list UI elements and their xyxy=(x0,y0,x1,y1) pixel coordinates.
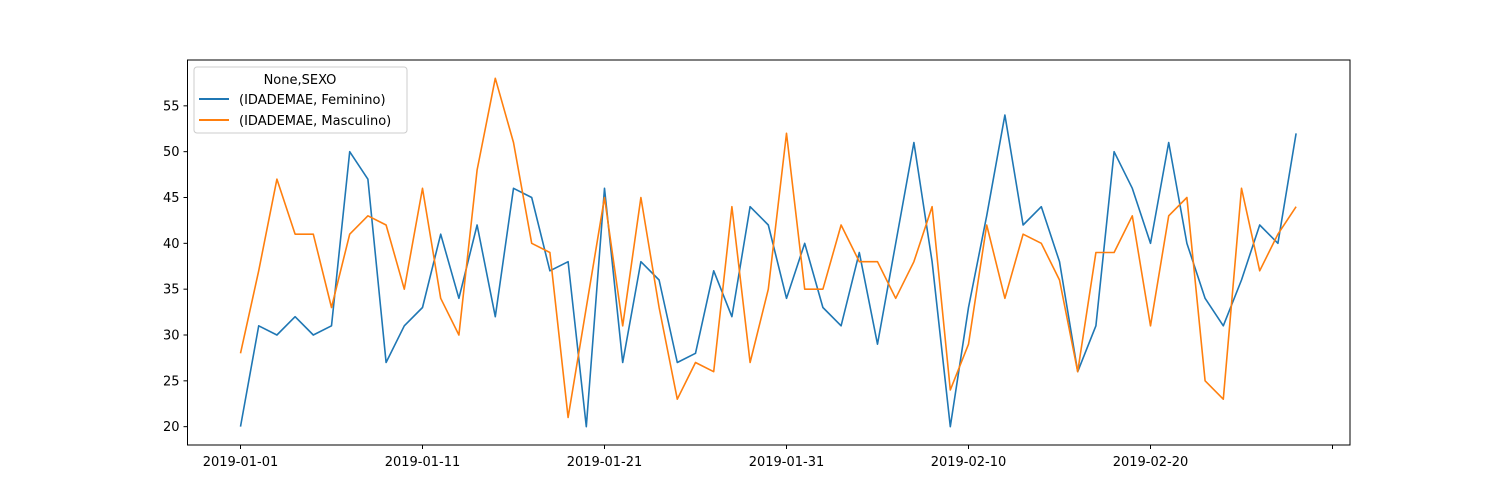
y-axis: 20 25 30 35 40 45 50 55 xyxy=(163,99,188,435)
legend-box xyxy=(193,66,408,134)
x-tick-label: 2019-02-10 xyxy=(931,455,1007,470)
y-tick-label: 40 xyxy=(163,237,180,252)
series-line-masculino xyxy=(239,77,1297,419)
x-tick-label: 2019-01-31 xyxy=(749,455,825,470)
x-tick-label: 2019-01-21 xyxy=(567,455,643,470)
x-tick-label: 2019-02-20 xyxy=(1113,455,1189,470)
x-tick-label: 2019-01-11 xyxy=(385,455,461,470)
legend-label-masculino: (IDADEMAE, Masculino) xyxy=(239,114,391,129)
y-tick-label: 50 xyxy=(163,145,180,160)
series-line-feminino xyxy=(239,114,1297,428)
y-tick-label: 35 xyxy=(163,283,180,298)
x-axis: 2019-01-01 2019-01-11 2019-01-21 2019-01-31… xyxy=(203,445,1333,470)
plot-lines xyxy=(239,77,1297,428)
y-tick-label: 55 xyxy=(163,99,180,114)
y-tick-label: 25 xyxy=(163,374,180,389)
x-tick-label: 2019-01-01 xyxy=(203,455,279,470)
legend-label-feminino: (IDADEMAE, Feminino) xyxy=(239,93,386,108)
legend: None,SEXO (IDADEMAE, Feminino) (IDADEMAE… xyxy=(193,66,408,134)
y-tick-label: 45 xyxy=(163,191,180,206)
y-tick-label: 20 xyxy=(163,420,180,435)
plot-frame xyxy=(187,59,1351,446)
y-tick-label: 30 xyxy=(163,329,180,344)
legend-title: None,SEXO xyxy=(264,73,337,88)
